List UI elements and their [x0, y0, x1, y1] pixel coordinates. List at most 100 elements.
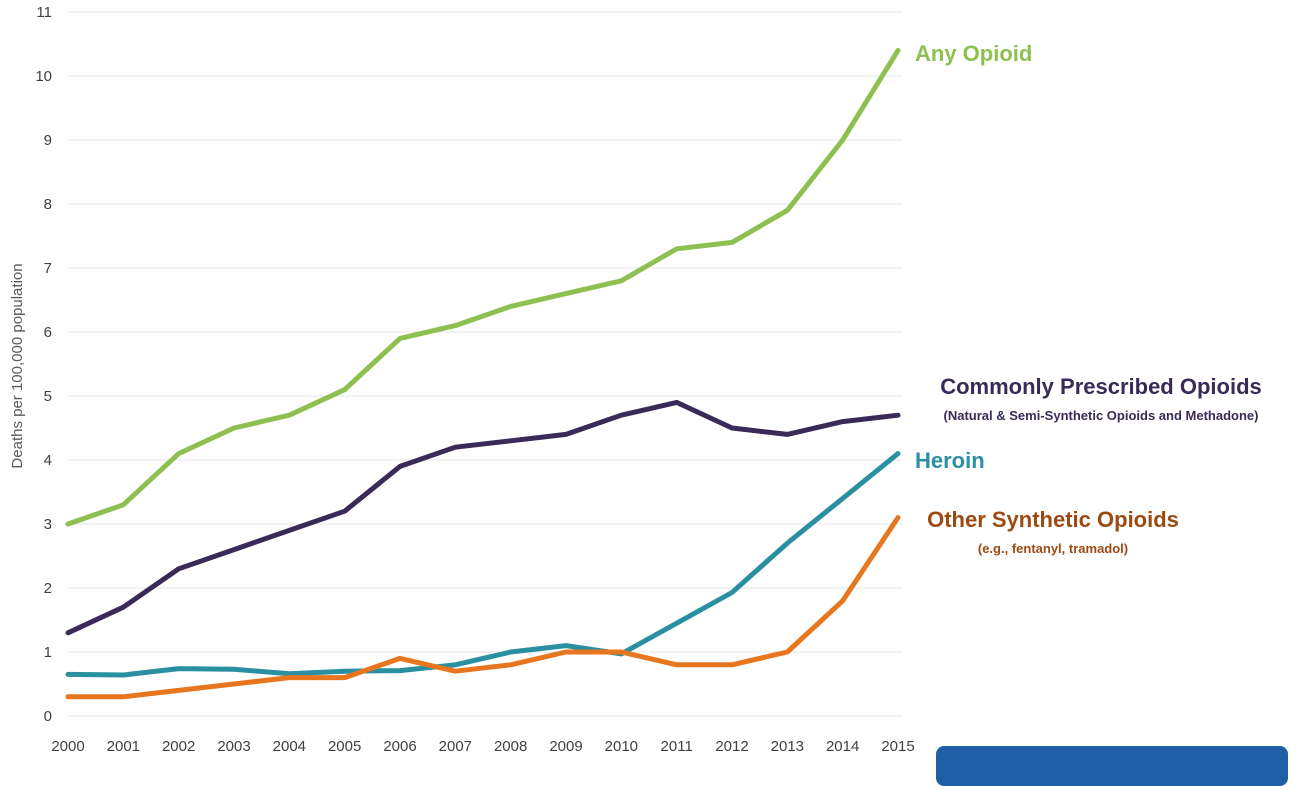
data-point	[731, 591, 733, 593]
data-point	[510, 651, 512, 653]
data-point	[233, 549, 235, 551]
data-point	[454, 446, 456, 448]
data-point	[399, 337, 401, 339]
y-tick-label: 2	[44, 580, 52, 597]
data-point	[399, 670, 401, 672]
x-tick-label: 2010	[605, 738, 638, 755]
data-point	[842, 600, 844, 602]
x-tick-label: 2009	[549, 738, 582, 755]
data-point	[454, 325, 456, 327]
gridlines	[68, 11, 902, 717]
y-tick-label: 5	[44, 388, 52, 405]
data-point	[565, 651, 567, 653]
x-tick-label: 2008	[494, 738, 527, 755]
series-line-0	[65, 47, 901, 527]
data-point	[454, 664, 456, 666]
y-axis-label: Deaths per 100,000 population	[9, 263, 26, 468]
y-tick-label: 8	[44, 196, 52, 213]
data-point	[676, 401, 678, 403]
data-point	[731, 427, 733, 429]
data-point	[178, 568, 180, 570]
data-point	[67, 523, 69, 525]
data-point	[676, 664, 678, 666]
series-label-1: Commonly Prescribed Opioids	[940, 374, 1262, 399]
data-point	[122, 504, 124, 506]
data-point	[122, 606, 124, 608]
data-point	[731, 241, 733, 243]
data-point	[731, 664, 733, 666]
y-tick-label: 3	[44, 516, 52, 533]
data-point	[288, 414, 290, 416]
data-point	[786, 542, 788, 544]
data-point	[897, 517, 899, 519]
data-point	[178, 689, 180, 691]
data-point	[565, 293, 567, 295]
data-point	[344, 510, 346, 512]
data-point	[897, 453, 899, 455]
data-point	[786, 209, 788, 211]
data-point	[842, 139, 844, 141]
series-label-0: Any Opioid	[915, 41, 1032, 66]
data-point	[344, 677, 346, 679]
x-axis-ticks: 2000 2001 2002 2003 2004 2005 2006 2007 2008 2009…	[51, 738, 914, 755]
x-tick-label: 2007	[439, 738, 472, 755]
x-tick-label: 2000	[51, 738, 84, 755]
data-point	[67, 696, 69, 698]
series-lines	[65, 47, 901, 700]
data-point	[399, 657, 401, 659]
series-labels: Any Opioid Commonly Prescribed Opioids (Na…	[915, 41, 1262, 556]
y-tick-label: 4	[44, 452, 52, 469]
data-point	[565, 645, 567, 647]
data-point	[178, 453, 180, 455]
logo-badge	[936, 746, 1288, 786]
y-tick-label: 10	[35, 68, 52, 85]
x-tick-label: 2011	[661, 738, 693, 755]
x-tick-label: 2006	[383, 738, 416, 755]
line-chart: 0 1 2 3 4 5 6 7 8 9 10 11 2000 2001 2002 2003 2004 2005 2…	[9, 4, 1288, 786]
data-point	[233, 683, 235, 685]
x-tick-label: 2013	[771, 738, 804, 755]
data-point	[67, 632, 69, 634]
data-point	[676, 622, 678, 624]
data-point	[399, 465, 401, 467]
x-tick-label: 2012	[715, 738, 748, 755]
y-tick-label: 11	[36, 4, 52, 21]
series-sublabel-3: (e.g., fentanyl, tramadol)	[978, 541, 1128, 556]
data-point	[842, 421, 844, 423]
data-point	[344, 670, 346, 672]
data-point	[454, 670, 456, 672]
data-point	[786, 433, 788, 435]
data-point	[288, 673, 290, 675]
x-tick-label: 2004	[273, 738, 306, 755]
data-point	[178, 668, 180, 670]
y-tick-label: 1	[44, 644, 52, 661]
series-line-2	[65, 451, 901, 678]
data-point	[620, 280, 622, 282]
y-tick-label: 7	[44, 260, 52, 277]
data-point	[786, 651, 788, 653]
series-sublabel-1: (Natural & Semi-Synthetic Opioids and Me…	[944, 408, 1259, 423]
data-point	[233, 427, 235, 429]
x-tick-label: 2015	[881, 738, 914, 755]
data-point	[288, 677, 290, 679]
data-point	[676, 248, 678, 250]
series-label-3: Other Synthetic Opioids	[927, 507, 1179, 532]
data-point	[233, 668, 235, 670]
x-tick-label: 2001	[107, 738, 140, 755]
x-tick-label: 2005	[328, 738, 361, 755]
y-tick-label: 6	[44, 324, 52, 341]
data-point	[897, 414, 899, 416]
data-point	[122, 696, 124, 698]
data-point	[510, 664, 512, 666]
series-label-2: Heroin	[915, 448, 985, 473]
series-line-3	[65, 515, 901, 700]
x-tick-label: 2002	[162, 738, 195, 755]
data-point	[510, 305, 512, 307]
x-tick-label: 2003	[217, 738, 250, 755]
data-point	[288, 529, 290, 531]
data-point	[510, 440, 512, 442]
y-tick-label: 0	[44, 708, 52, 725]
data-point	[122, 674, 124, 676]
data-point	[620, 414, 622, 416]
